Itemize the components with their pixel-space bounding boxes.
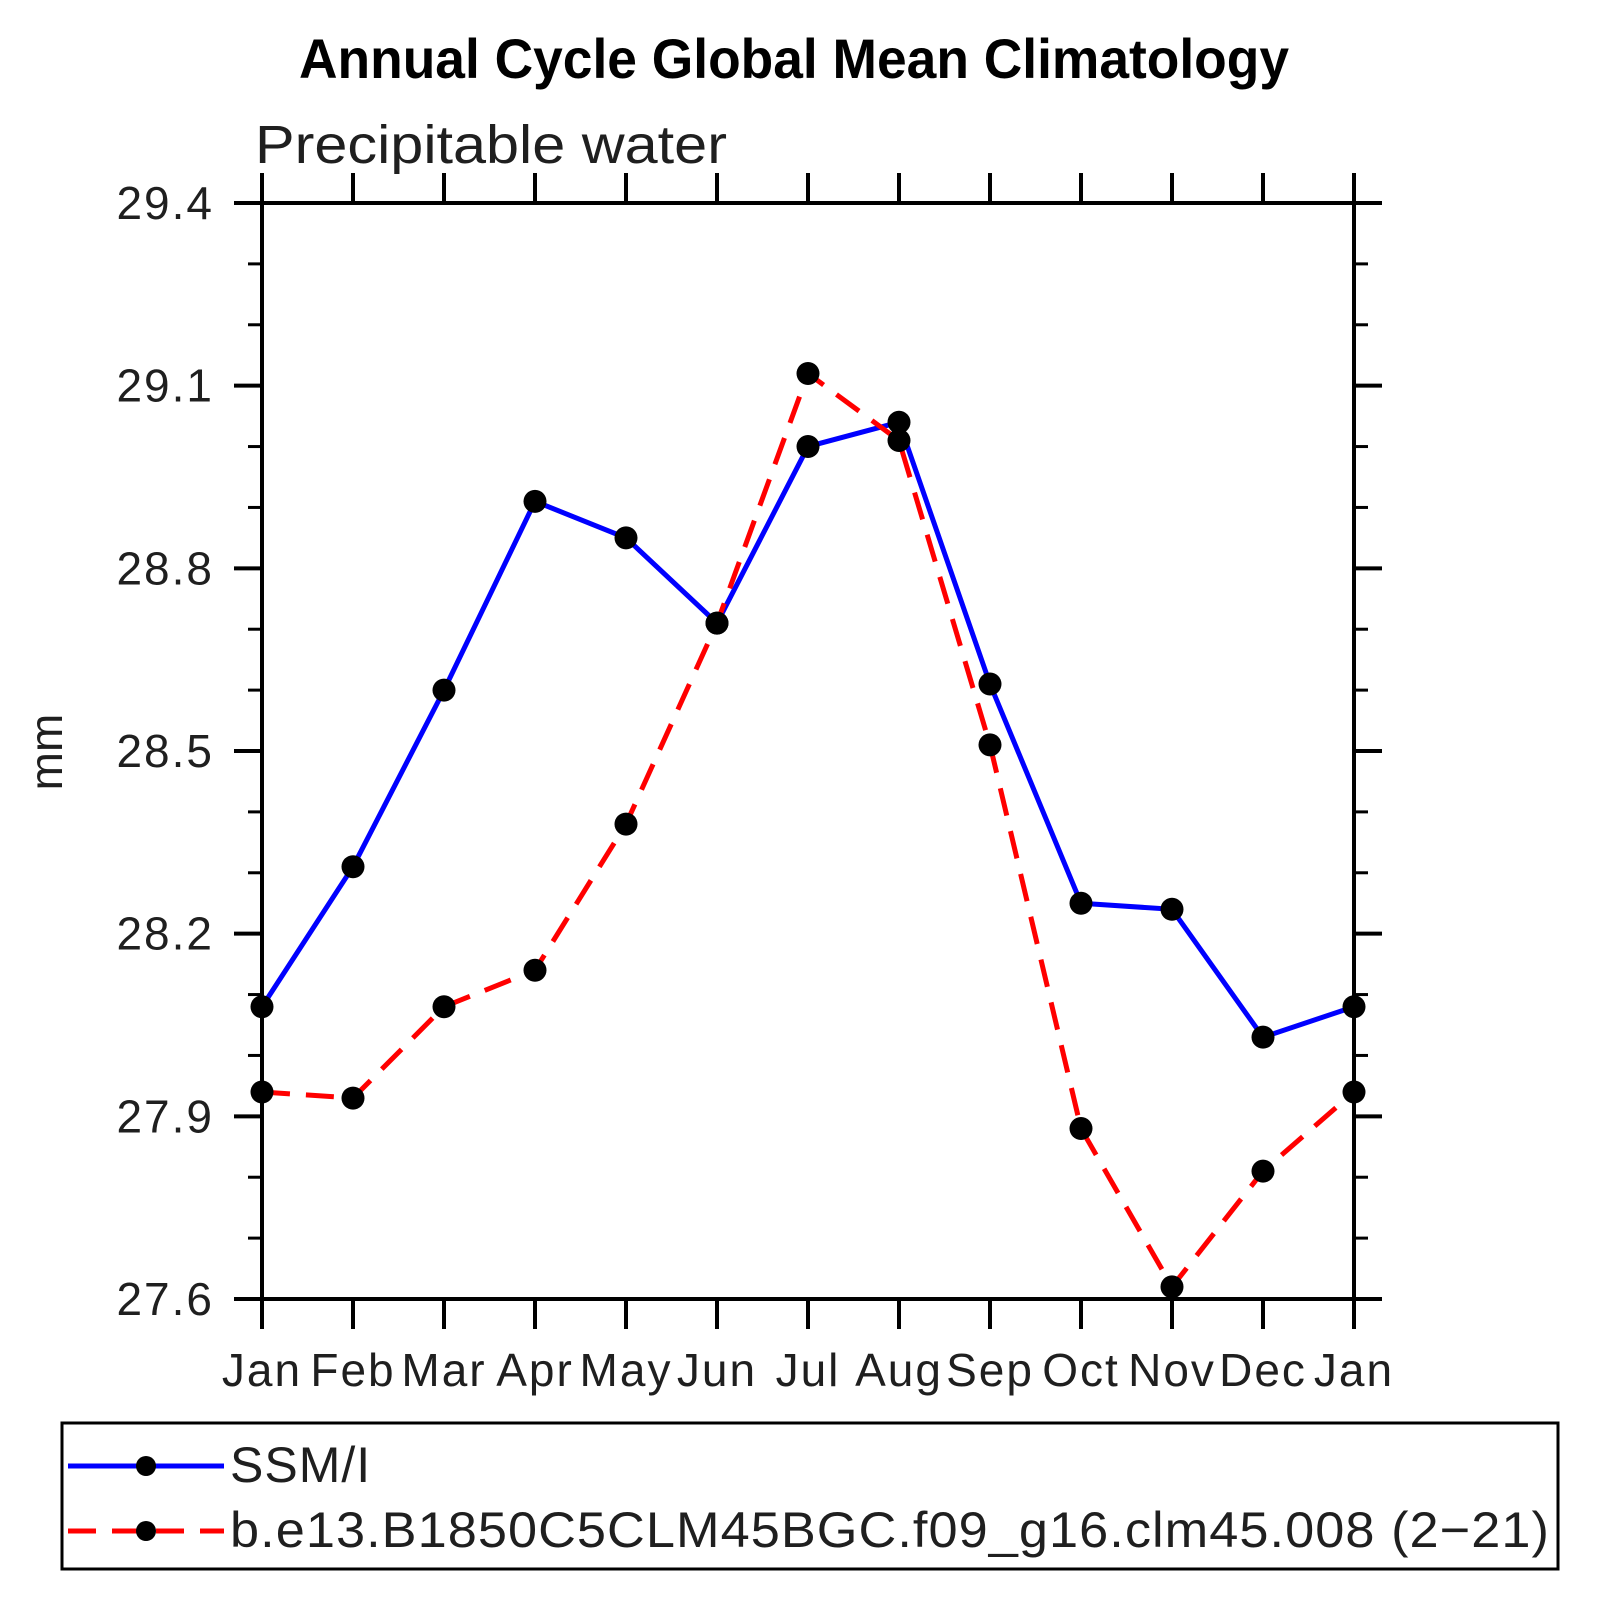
y-tick-label: 29.4 [116,177,214,229]
legend-box [60,1421,1560,1571]
legend-item-label: SSM/I [230,1437,371,1493]
x-tick-label: Nov [1128,1344,1216,1396]
data-point-marker [705,611,729,635]
legend: SSM/I b.e13.B1850C5CLM45BGC.f09_g16.clm45… [60,1421,1560,1571]
chart-title: Annual Cycle Global Mean Climatology [299,27,1289,90]
x-tick-label: Dec [1219,1344,1307,1396]
x-tick-label: May [580,1344,673,1396]
data-point-marker [523,489,547,513]
data-point-marker [887,428,911,452]
legend-rows: SSM/I b.e13.B1850C5CLM45BGC.f09_g16.clm45… [68,1437,1550,1558]
y-tick-label: 27.6 [116,1273,214,1325]
data-point-marker [1069,1117,1093,1141]
data-point-marker [1160,897,1184,921]
data-point-marker [978,733,1002,757]
y-tick-label: 28.8 [116,542,214,594]
data-point-marker [796,435,820,459]
y-tick-label: 29.1 [116,360,214,412]
data-point-marker [978,672,1002,696]
y-tick-label: 28.2 [116,908,214,960]
data-point-marker [1342,1080,1366,1104]
data-point-marker [250,1080,274,1104]
x-tick-label: Feb [310,1344,395,1396]
data-point-marker [1342,995,1366,1019]
data-point-marker [614,812,638,836]
y-axis-label: mm [20,714,72,791]
plot-frame [260,201,1356,1301]
data-point-marker [796,361,820,385]
x-tick-label: Aug [855,1344,943,1396]
data-point-marker [1251,1025,1275,1049]
data-point-marker [614,526,638,550]
data-point-marker [341,1086,365,1110]
data-point-marker [432,678,456,702]
data-point-marker [1069,891,1093,915]
data-point-marker [523,958,547,982]
data-point-marker [341,855,365,879]
x-tick-label: Jan [1314,1344,1394,1396]
x-tick-label: Apr [496,1344,574,1396]
data-point-marker [1160,1275,1184,1299]
x-tick-label: Oct [1042,1344,1120,1396]
x-tick-label: Jan [222,1344,302,1396]
data-point-marker [887,410,911,434]
data-point-marker [432,995,456,1019]
legend-item-label: b.e13.B1850C5CLM45BGC.f09_g16.clm45.008 … [230,1502,1550,1558]
x-tick-label: Jun [677,1344,757,1396]
series-line-ssmi [259,419,1355,1041]
y-tick-label: 27.9 [116,1090,214,1142]
data-point-marker [1251,1159,1275,1183]
x-tick-label: Jul [776,1344,841,1396]
legend-marker-dot [136,1521,156,1541]
x-tick-label: Sep [946,1344,1034,1396]
chart-subtitle: Precipitable water [255,115,727,175]
data-point-marker [250,995,274,1019]
y-tick-label: 28.5 [116,725,214,777]
series-line-model [261,369,1356,1292]
legend-marker-dot [136,1456,156,1476]
x-tick-label: Mar [401,1344,486,1396]
